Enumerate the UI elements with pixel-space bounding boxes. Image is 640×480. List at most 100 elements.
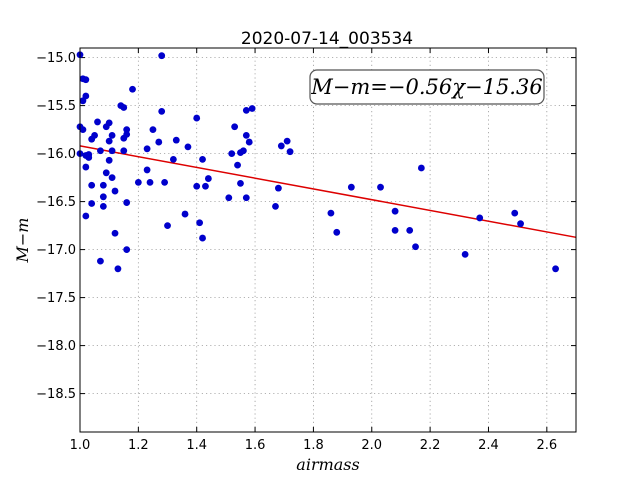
data-point [552, 265, 559, 273]
data-point [377, 183, 384, 191]
data-point [511, 209, 519, 217]
data-point [143, 145, 151, 153]
x-axis-label: airmass [296, 455, 359, 474]
data-point [155, 138, 163, 146]
data-point [143, 166, 151, 174]
chart-title: 2020-07-14_003534 [241, 29, 413, 49]
data-point [517, 220, 524, 228]
x-tick-label: 1.6 [245, 438, 266, 453]
data-point [114, 265, 122, 273]
annotation-box [309, 69, 545, 105]
data-point [406, 227, 414, 234]
data-point [105, 137, 113, 145]
x-tick-label: 1.0 [70, 438, 91, 453]
data-point [146, 179, 154, 186]
y-axis-label: M−m [13, 218, 32, 264]
data-point [248, 105, 256, 112]
data-point [158, 107, 166, 115]
data-point [94, 118, 101, 126]
data-point [202, 182, 209, 190]
x-tick-label: 2.0 [361, 438, 382, 453]
data-point [199, 234, 206, 242]
y-tick-label: −16.5 [36, 195, 76, 210]
data-point [111, 187, 119, 195]
y-tick-label: −16.0 [36, 147, 76, 162]
data-point [242, 107, 250, 114]
data-point [245, 138, 253, 146]
data-point [105, 156, 113, 164]
axis-ticks: 1.0 1.2 1.4 1.6 1.8 2.0 2.2 2.4 2.6 −15.0 −15.5 −16… [36, 48, 576, 453]
data-point [333, 228, 341, 236]
data-point [231, 123, 239, 131]
plot-frame [79, 47, 577, 433]
x-tick-label: 2.6 [536, 438, 557, 453]
x-tick-label: 1.2 [128, 438, 149, 453]
data-point [242, 131, 250, 139]
data-point [149, 126, 157, 133]
data-point [99, 203, 107, 210]
data-point [102, 169, 110, 177]
y-tick-label: −18.5 [36, 387, 76, 402]
data-point [161, 179, 169, 186]
data-point [158, 52, 166, 60]
data-point [239, 147, 247, 155]
data-point [391, 227, 399, 234]
data-point [79, 126, 87, 133]
data-point [204, 175, 212, 182]
data-point [196, 219, 204, 227]
y-tick-label: −18.0 [36, 339, 76, 354]
data-points [76, 51, 559, 273]
y-tick-label: −15.5 [36, 99, 76, 114]
data-point [88, 181, 96, 189]
data-point [199, 155, 206, 163]
data-point [181, 210, 189, 218]
data-point [108, 131, 116, 139]
annotation-text: M−m=−0.56χ−15.36 [310, 75, 542, 99]
data-point [82, 212, 90, 220]
y-tick-label: −17.0 [36, 243, 76, 258]
x-tick-label: 1.8 [303, 438, 324, 453]
data-point [225, 194, 233, 202]
y-tick-label: −17.5 [36, 291, 76, 306]
data-point [461, 251, 469, 258]
data-point [277, 142, 285, 150]
data-point [228, 150, 236, 158]
data-point [79, 97, 87, 105]
data-point [184, 143, 192, 151]
data-point [99, 193, 107, 201]
data-point [129, 85, 136, 93]
data-point [123, 126, 131, 133]
data-point [111, 229, 119, 237]
data-point [286, 148, 294, 156]
data-point [123, 246, 131, 254]
data-point [123, 199, 131, 206]
data-point [193, 182, 201, 190]
data-point [242, 194, 250, 202]
data-point [97, 147, 104, 155]
data-point [272, 203, 279, 210]
data-point [97, 257, 104, 265]
data-point [476, 214, 484, 222]
data-point [120, 104, 128, 111]
data-point [283, 137, 291, 145]
data-point [82, 163, 90, 171]
data-point [347, 183, 355, 191]
data-point [99, 181, 107, 189]
data-point [391, 207, 399, 215]
data-point [108, 147, 116, 155]
data-point [169, 155, 177, 163]
data-point [412, 243, 419, 251]
data-point [172, 136, 180, 144]
data-point [134, 179, 142, 186]
fit-annotation: M−m=−0.56χ−15.36 [309, 69, 545, 105]
data-point [164, 222, 171, 230]
y-tick-label: −15.0 [36, 51, 76, 66]
fit-line [79, 145, 577, 239]
x-tick-label: 2.2 [420, 438, 441, 453]
x-tick-label: 1.4 [186, 438, 207, 453]
data-point [91, 131, 98, 139]
data-point [417, 164, 425, 172]
data-point [88, 200, 96, 207]
data-point [234, 161, 241, 169]
